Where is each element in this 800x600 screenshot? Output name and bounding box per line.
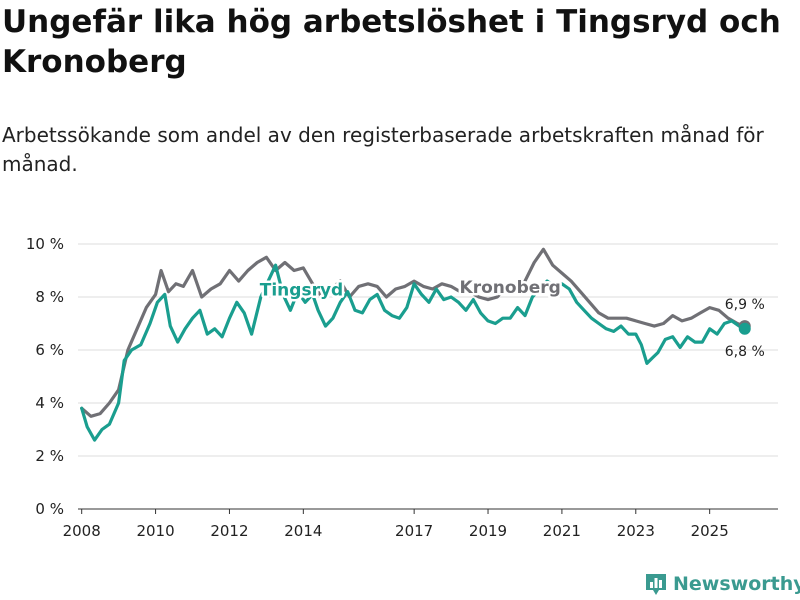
logo-text: Newsworthy — [673, 573, 800, 595]
x-tick-label: 2025 — [691, 522, 729, 540]
kronoberg-label-halo: Kronoberg — [460, 278, 561, 298]
x-tick-label: 2023 — [617, 522, 655, 540]
y-tick-label: 4 % — [35, 394, 64, 412]
y-tick-label: 10 % — [26, 235, 64, 253]
x-tick-label: 2014 — [284, 522, 322, 540]
y-tick-label: 6 % — [35, 341, 64, 359]
tingsryd-end-point — [738, 322, 751, 335]
newsworthy-logo: Newsworthy — [644, 569, 800, 599]
kronoberg-end-label: 6,9 % — [725, 297, 765, 313]
series-lines — [80, 247, 751, 442]
y-axis-ticks: 0 % 2 % 4 % 6 % 8 % 10 % — [26, 235, 64, 518]
series-labels: 6,9 %6,8 %KronobergKronobergTingsrydTing… — [257, 276, 765, 360]
tingsryd-series-label: Tingsryd — [260, 281, 343, 301]
kronoberg-series-label: Kronoberg — [460, 278, 561, 298]
tingsryd-line — [80, 263, 747, 442]
x-tick-label: 2019 — [469, 522, 507, 540]
x-tick-label: 2008 — [63, 522, 101, 540]
y-tick-label: 0 % — [35, 500, 64, 518]
tingsryd-label-halo: Tingsryd — [260, 281, 343, 301]
y-tick-label: 8 % — [35, 288, 64, 306]
chart-title: Ungefär lika hög arbetslöshet i Tingsryd… — [2, 4, 781, 80]
kronoberg-line — [80, 247, 747, 418]
x-tick-label: 2010 — [136, 522, 174, 540]
x-tick-label: 2021 — [543, 522, 581, 540]
gridlines — [78, 243, 778, 457]
x-axis-ticks: 2008 2010 2012 2014 2017 2019 2021 2023 2025 — [63, 509, 729, 540]
chart-subtitle: Arbetssökande som andel av den registerb… — [2, 123, 764, 176]
tingsryd-end-label: 6,8 % — [725, 344, 765, 360]
x-tick-label: 2012 — [210, 522, 248, 540]
y-tick-label: 2 % — [35, 447, 64, 465]
x-tick-label: 2017 — [395, 522, 433, 540]
bar-chart-icon — [646, 574, 666, 595]
